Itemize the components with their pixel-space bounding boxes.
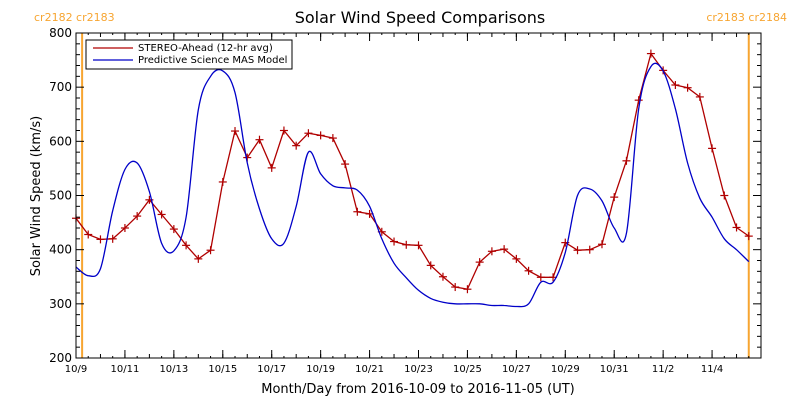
data-point-marker bbox=[194, 254, 203, 263]
data-point-marker bbox=[634, 96, 643, 105]
data-point-marker bbox=[218, 177, 227, 186]
x-tick-label: 11/4 bbox=[701, 364, 723, 375]
data-point-marker bbox=[683, 83, 692, 92]
data-point-marker bbox=[585, 245, 594, 254]
y-tick-label: 700 bbox=[49, 80, 72, 94]
data-point-marker bbox=[708, 144, 717, 153]
data-point-marker bbox=[732, 223, 741, 232]
x-tick-label: 10/9 bbox=[65, 364, 87, 375]
y-tick-label: 600 bbox=[49, 134, 72, 148]
data-point-marker bbox=[206, 246, 215, 255]
legend-label-stereo: STEREO-Ahead (12-hr avg) bbox=[138, 43, 273, 54]
data-point-marker bbox=[695, 92, 704, 101]
x-axis-title: Month/Day from 2016-10-09 to 2016-11-05 … bbox=[261, 382, 574, 397]
x-tick-label: 10/23 bbox=[404, 364, 433, 375]
x-tick-label: 10/31 bbox=[600, 364, 629, 375]
chart-title: Solar Wind Speed Comparisons bbox=[295, 8, 546, 27]
y-tick-label: 200 bbox=[49, 351, 72, 365]
data-point-marker bbox=[157, 210, 166, 219]
carrington-label: cr2182 cr2183 bbox=[34, 11, 115, 24]
x-tick-label: 10/25 bbox=[453, 364, 482, 375]
series-line-stereo bbox=[75, 52, 750, 290]
x-tick-label: 11/2 bbox=[652, 364, 674, 375]
data-point-marker bbox=[169, 225, 178, 234]
y-axis: 200 300 400 500 600 700 800 bbox=[49, 26, 761, 365]
data-point-marker bbox=[573, 246, 582, 255]
data-point-marker bbox=[402, 240, 411, 249]
data-point-marker bbox=[255, 135, 264, 144]
data-point-marker bbox=[390, 237, 399, 246]
y-tick-label: 300 bbox=[49, 297, 72, 311]
y-tick-label: 400 bbox=[49, 243, 72, 257]
data-point-marker bbox=[328, 134, 337, 143]
data-point-marker bbox=[292, 141, 301, 150]
x-tick-label: 10/21 bbox=[355, 364, 384, 375]
x-tick-label: 10/17 bbox=[257, 364, 286, 375]
data-point-marker bbox=[84, 230, 93, 239]
x-tick-label: 10/27 bbox=[502, 364, 531, 375]
legend-label-mas: Predictive Science MAS Model bbox=[138, 55, 287, 66]
plot-frame bbox=[75, 32, 762, 359]
data-point-marker bbox=[120, 224, 129, 232]
data-point-marker bbox=[182, 241, 191, 250]
data-point-marker bbox=[500, 245, 509, 254]
series-line-mas bbox=[75, 62, 750, 308]
data-point-marker bbox=[451, 283, 460, 292]
x-tick-label: 10/19 bbox=[306, 364, 335, 375]
x-tick-label: 10/13 bbox=[159, 364, 188, 375]
series-layer bbox=[72, 49, 753, 308]
data-point-marker bbox=[524, 266, 533, 275]
data-point-marker bbox=[341, 160, 350, 169]
data-point-marker bbox=[267, 163, 276, 172]
data-point-marker bbox=[671, 81, 680, 89]
y-tick-label: 500 bbox=[49, 189, 72, 203]
data-point-marker bbox=[720, 191, 729, 200]
data-point-marker bbox=[487, 247, 496, 256]
x-tick-label: 10/15 bbox=[208, 364, 237, 375]
data-point-marker bbox=[622, 156, 631, 165]
data-point-marker bbox=[744, 232, 753, 241]
carrington-label: cr2183 cr2184 bbox=[706, 11, 787, 24]
data-point-marker bbox=[463, 285, 472, 294]
data-point-marker bbox=[475, 258, 484, 267]
data-point-marker bbox=[353, 207, 362, 216]
x-tick-label: 10/29 bbox=[551, 364, 580, 375]
data-point-marker bbox=[536, 273, 545, 282]
data-point-marker bbox=[438, 272, 447, 281]
data-point-marker bbox=[646, 49, 655, 58]
legend: STEREO-Ahead (12-hr avg) Predictive Scie… bbox=[85, 39, 293, 70]
data-point-marker bbox=[414, 241, 423, 250]
legend-box bbox=[85, 39, 293, 70]
y-tick-label: 800 bbox=[49, 26, 72, 40]
data-point-marker bbox=[133, 212, 142, 221]
data-point-marker bbox=[426, 261, 435, 270]
data-point-marker bbox=[96, 235, 105, 244]
data-point-marker bbox=[279, 126, 288, 135]
data-point-marker bbox=[610, 193, 619, 202]
data-point-marker bbox=[304, 129, 313, 138]
x-tick-label: 10/11 bbox=[111, 364, 140, 375]
data-point-marker bbox=[512, 254, 521, 263]
data-point-marker bbox=[108, 234, 117, 243]
x-axis: 10/9 10/11 10/13 10/15 10/17 10/19 10/21 10/23 1… bbox=[65, 33, 762, 375]
data-point-marker bbox=[597, 240, 606, 249]
data-point-marker bbox=[231, 127, 240, 136]
data-point-marker bbox=[316, 131, 325, 140]
y-axis-title: Solar Wind Speed (km/s) bbox=[29, 116, 44, 276]
